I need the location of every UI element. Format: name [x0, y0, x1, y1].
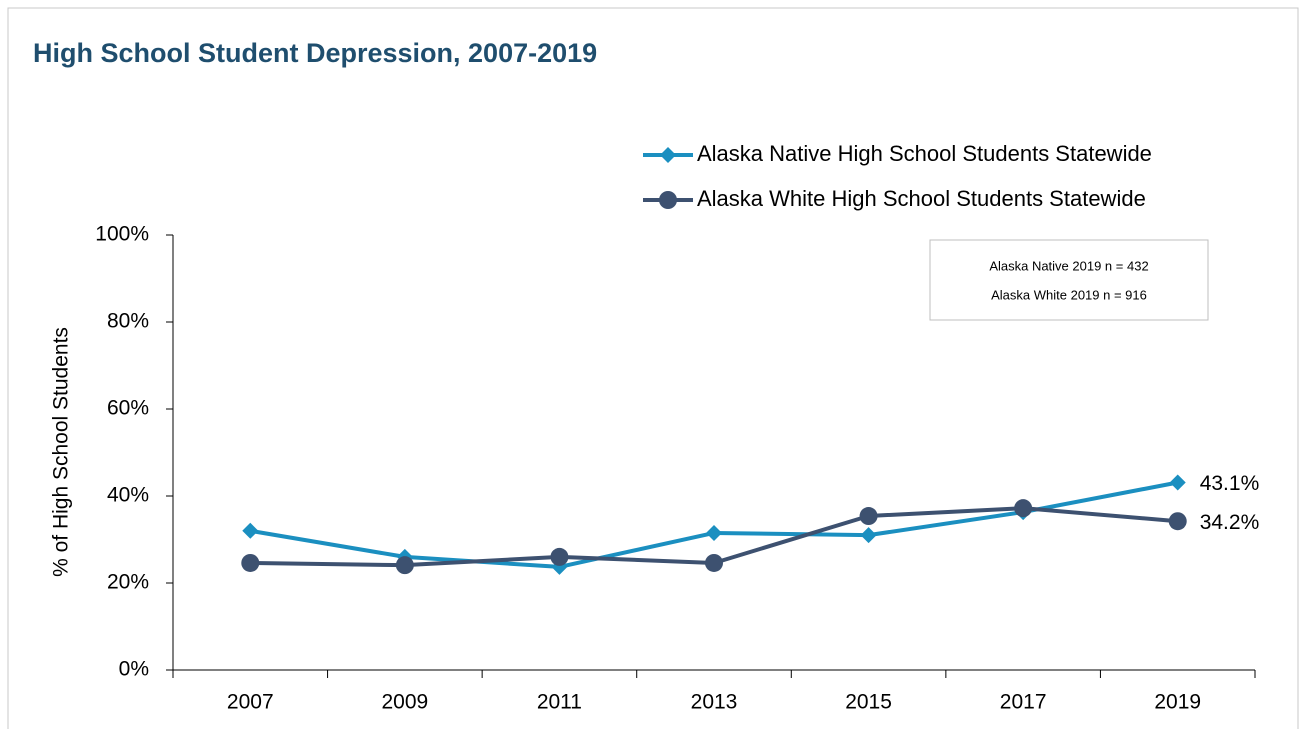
- y-tick-label: 60%: [107, 397, 149, 420]
- legend-label: Alaska White High School Students Statew…: [697, 186, 1146, 211]
- annotation-box: [929, 239, 1209, 321]
- y-axis-label: % of High School Students: [50, 327, 73, 577]
- x-tick-label: 2019: [1154, 691, 1201, 714]
- data-point: [860, 527, 877, 544]
- data-label: 34.2%: [1200, 511, 1260, 534]
- legend-label: Alaska Native High School Students State…: [697, 141, 1152, 166]
- data-point: [241, 553, 260, 572]
- x-tick-label: 2011: [537, 691, 582, 714]
- data-label: 43.1%: [1200, 472, 1260, 495]
- data-point: [242, 522, 259, 539]
- annotation: Alaska Native 2019 n = 432: [989, 258, 1148, 273]
- x-tick-label: 2009: [381, 691, 428, 714]
- chart-frame: [7, 7, 1299, 729]
- y-tick-label: 100%: [95, 223, 149, 246]
- chart-title: High School Student Depression, 2007-201…: [33, 38, 597, 68]
- x-tick-label: 2007: [227, 691, 274, 714]
- legend-marker: [660, 147, 676, 163]
- x-tick-label: 2015: [845, 691, 892, 714]
- y-tick-label: 80%: [107, 310, 149, 333]
- y-tick-label: 40%: [107, 484, 149, 507]
- legend-marker: [659, 191, 677, 209]
- data-point: [705, 553, 723, 572]
- data-point: [395, 556, 414, 575]
- data-point: [1168, 512, 1187, 531]
- x-tick-label: 2017: [1000, 691, 1047, 714]
- data-point: [859, 507, 878, 526]
- annotation: Alaska White 2019 n = 916: [991, 287, 1147, 302]
- x-tick-label: 2013: [691, 691, 738, 714]
- data-point: [550, 547, 569, 566]
- data-point: [1169, 474, 1186, 491]
- y-tick-label: 20%: [107, 571, 149, 594]
- y-tick-label: 0%: [119, 658, 149, 681]
- data-point: [706, 524, 722, 541]
- data-point: [1014, 499, 1033, 518]
